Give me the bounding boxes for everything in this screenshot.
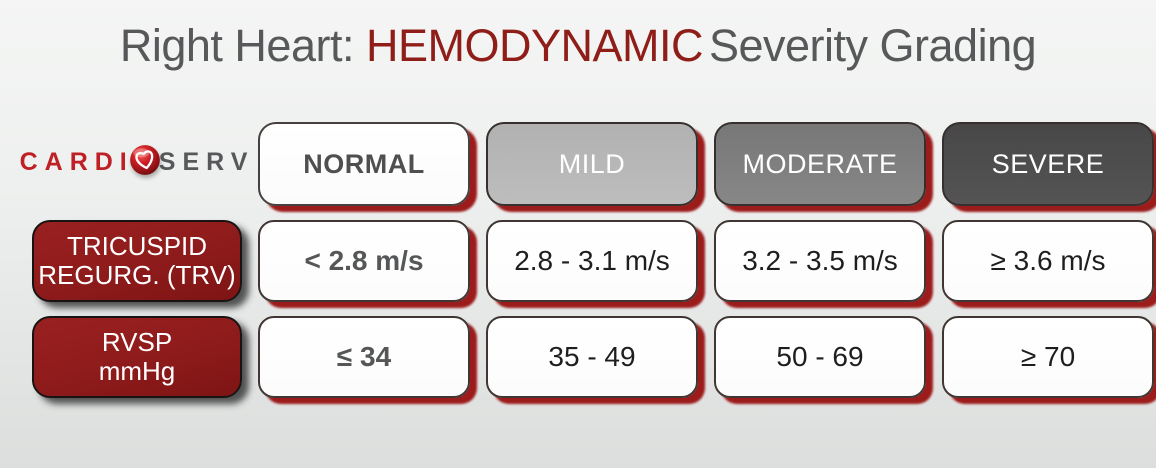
cell-rvsp-severe: ≥ 70 [942,316,1154,399]
logo-text-red: CARDI [19,147,134,176]
title-highlight: HEMODYNAMIC [365,20,704,71]
title-suffix: Severity Grading [708,20,1037,71]
logo-text-gray: SERV [158,147,255,176]
cardioserv-logo: CARDI SERV [20,142,247,187]
row-label-line2: REGURG. (TRV) [38,260,236,291]
column-header-mild: MILD [486,122,698,207]
cell-trv-severe: ≥ 3.6 m/s [942,220,1154,303]
row-label-tricuspid-regurg: TRICUSPID REGURG. (TRV) [32,220,242,303]
heart-icon [127,142,163,183]
cell-trv-normal: < 2.8 m/s [258,220,470,303]
column-header-moderate: MODERATE [714,122,926,207]
column-header-normal: NORMAL [258,122,470,207]
cell-trv-mild: 2.8 - 3.1 m/s [486,220,698,303]
row-label-line2: mmHg [98,356,176,387]
cell-rvsp-mild: 35 - 49 [486,316,698,399]
row-label-line1: RVSP [101,327,173,358]
page-title: Right Heart: HEMODYNAMIC Severity Grading [0,18,1156,74]
title-prefix: Right Heart: [119,20,355,71]
severity-grading-slide: Right Heart: HEMODYNAMIC Severity Grading … [0,18,1156,468]
severity-table: CARDI SERV NORMAL MILD [20,122,1156,399]
row-label-line1: TRICUSPID [66,231,208,262]
cell-rvsp-moderate: 50 - 69 [714,316,926,399]
cell-rvsp-normal: ≤ 34 [258,316,470,399]
cell-trv-moderate: 3.2 - 3.5 m/s [714,220,926,303]
row-label-rvsp: RVSP mmHg [32,316,242,399]
column-header-severe: SEVERE [942,122,1154,207]
